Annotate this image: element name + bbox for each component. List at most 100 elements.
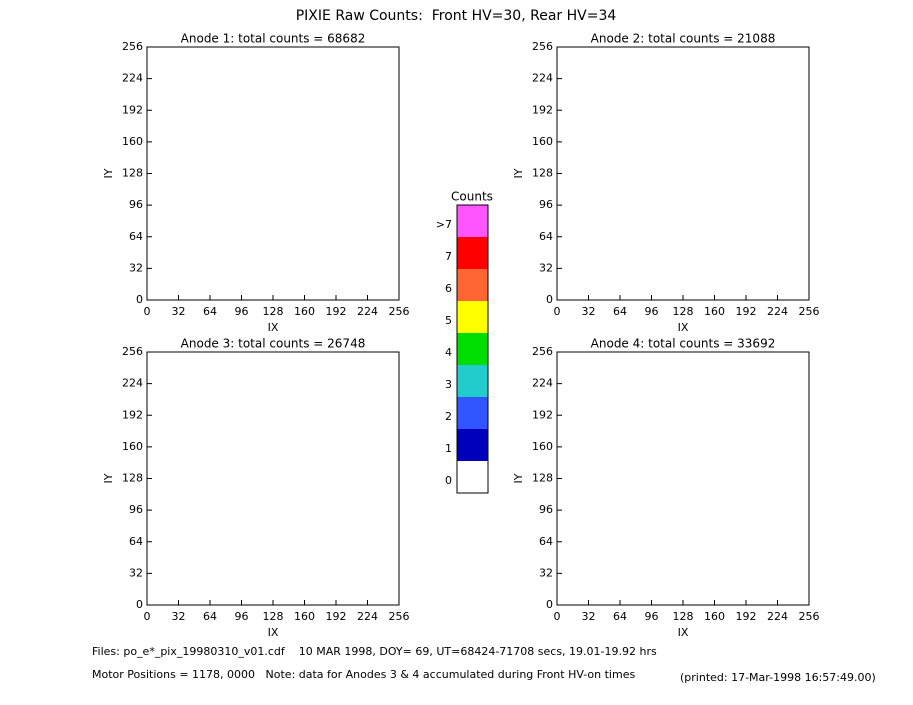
x-axis-label: IX <box>268 626 279 639</box>
y-tick-label: 96 <box>129 198 143 211</box>
colorbar-label: 1 <box>445 442 452 455</box>
y-tick-label: 0 <box>546 598 553 611</box>
colorbar-label: 2 <box>445 410 452 423</box>
x-tick-label: 64 <box>613 610 627 623</box>
y-tick-label: 192 <box>122 408 143 421</box>
panel-title: Anode 3: total counts = 26748 <box>181 337 366 351</box>
x-tick-label: 160 <box>704 610 725 623</box>
colorbar-swatch <box>457 237 488 269</box>
colorbar-label: >7 <box>436 218 452 231</box>
x-tick-label: 32 <box>582 305 596 318</box>
y-tick-label: 128 <box>122 167 143 180</box>
x-tick-label: 256 <box>389 305 410 318</box>
x-tick-label: 96 <box>645 305 659 318</box>
plot-frame <box>146 351 400 606</box>
y-tick-label: 224 <box>532 377 553 390</box>
y-tick-label: 0 <box>546 293 553 306</box>
y-tick-label: 96 <box>539 198 553 211</box>
colorbar-label: 4 <box>445 346 452 359</box>
x-tick-label: 160 <box>294 610 315 623</box>
y-tick-label: 256 <box>532 345 553 358</box>
y-tick-label: 64 <box>539 535 553 548</box>
colorbar-frame <box>456 204 489 494</box>
y-tick-label: 160 <box>532 440 553 453</box>
colorbar-label: 7 <box>445 250 452 263</box>
plot-frame <box>146 46 400 301</box>
footer-files: Files: po_e*_pix_19980310_v01.cdf 10 MAR… <box>92 645 657 658</box>
x-tick-label: 32 <box>172 610 186 623</box>
x-tick-label: 0 <box>554 610 561 623</box>
x-tick-label: 32 <box>172 305 186 318</box>
colorbar-swatch <box>457 269 488 301</box>
x-tick-label: 192 <box>326 610 347 623</box>
y-tick-label: 64 <box>129 230 143 243</box>
y-axis-label: IY <box>512 473 525 483</box>
y-tick-label: 256 <box>122 345 143 358</box>
plot-frame <box>556 351 810 606</box>
y-tick-label: 0 <box>136 293 143 306</box>
x-tick-label: 0 <box>144 305 151 318</box>
y-tick-label: 64 <box>539 230 553 243</box>
colorbar-label: 5 <box>445 314 452 327</box>
colorbar-swatch <box>457 333 488 365</box>
colorbar-swatch <box>457 429 488 461</box>
plot-frame <box>556 46 810 301</box>
x-tick-label: 192 <box>736 610 757 623</box>
y-tick-label: 32 <box>539 566 553 579</box>
x-tick-label: 224 <box>357 610 378 623</box>
y-tick-label: 128 <box>532 167 553 180</box>
y-tick-label: 192 <box>532 408 553 421</box>
colorbar-title: Counts <box>451 190 493 204</box>
y-axis-label: IY <box>102 473 115 483</box>
x-tick-label: 128 <box>673 610 694 623</box>
y-axis-label: IY <box>512 168 525 178</box>
y-tick-label: 160 <box>122 440 143 453</box>
y-tick-label: 32 <box>539 261 553 274</box>
page-title: PIXIE Raw Counts: Front HV=30, Rear HV=3… <box>296 8 617 24</box>
footer-printed: (printed: 17-Mar-1998 16:57:49.00) <box>680 671 876 684</box>
x-tick-label: 0 <box>144 610 151 623</box>
y-tick-label: 256 <box>122 40 143 53</box>
x-tick-label: 64 <box>203 305 217 318</box>
x-tick-label: 96 <box>235 610 249 623</box>
y-tick-label: 224 <box>122 72 143 85</box>
colorbar-label: 0 <box>445 474 452 487</box>
colorbar-swatch <box>457 461 488 493</box>
y-tick-label: 96 <box>539 503 553 516</box>
colorbar-label: 6 <box>445 282 452 295</box>
panel-title: Anode 1: total counts = 68682 <box>181 32 366 46</box>
colorbar-swatch <box>457 205 488 237</box>
x-tick-label: 64 <box>203 610 217 623</box>
y-tick-label: 160 <box>532 135 553 148</box>
y-tick-label: 64 <box>129 535 143 548</box>
x-tick-label: 224 <box>767 610 788 623</box>
colorbar-swatch <box>457 301 488 333</box>
x-tick-label: 64 <box>613 305 627 318</box>
colorbar-label: 3 <box>445 378 452 391</box>
y-axis-label: IY <box>102 168 115 178</box>
x-tick-label: 0 <box>554 305 561 318</box>
panel-title: Anode 4: total counts = 33692 <box>591 337 776 351</box>
x-tick-label: 96 <box>645 610 659 623</box>
x-tick-label: 224 <box>767 305 788 318</box>
x-tick-label: 192 <box>326 305 347 318</box>
y-tick-label: 224 <box>532 72 553 85</box>
colorbar-swatch <box>457 397 488 429</box>
x-tick-label: 128 <box>263 305 284 318</box>
x-tick-label: 224 <box>357 305 378 318</box>
x-tick-label: 160 <box>294 305 315 318</box>
y-tick-label: 96 <box>129 503 143 516</box>
x-axis-label: IX <box>268 321 279 334</box>
colorbar-swatch <box>457 365 488 397</box>
x-tick-label: 32 <box>582 610 596 623</box>
y-tick-label: 160 <box>122 135 143 148</box>
y-tick-label: 192 <box>532 103 553 116</box>
x-axis-label: IX <box>678 626 689 639</box>
x-axis-label: IX <box>678 321 689 334</box>
x-tick-label: 160 <box>704 305 725 318</box>
y-tick-label: 32 <box>129 566 143 579</box>
y-tick-label: 32 <box>129 261 143 274</box>
panel-title: Anode 2: total counts = 21088 <box>591 32 776 46</box>
footer-motor: Motor Positions = 1178, 0000 Note: data … <box>92 668 635 681</box>
